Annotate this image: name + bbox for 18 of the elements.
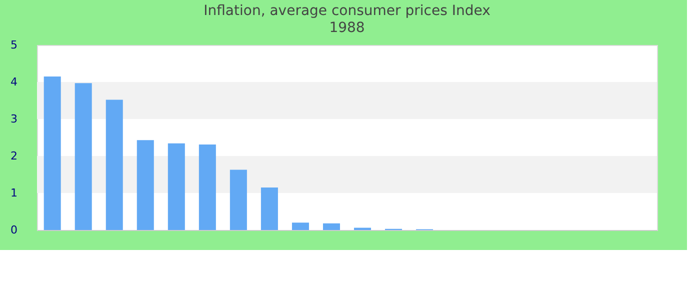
bar bbox=[292, 222, 309, 230]
chart-subtitle: 1988 bbox=[329, 20, 365, 36]
bar bbox=[106, 100, 123, 230]
y-tick-label: 5 bbox=[10, 38, 18, 52]
bar bbox=[44, 76, 61, 230]
y-tick-label: 1 bbox=[10, 186, 18, 200]
bar bbox=[136, 140, 154, 230]
bar bbox=[198, 144, 216, 230]
bar bbox=[230, 170, 247, 230]
bar bbox=[322, 223, 340, 230]
bar bbox=[168, 143, 185, 230]
y-tick-label: 4 bbox=[10, 76, 18, 88]
y-tick-label: 2 bbox=[10, 150, 18, 162]
y-tick-label: 3 bbox=[10, 112, 18, 126]
bar bbox=[260, 187, 278, 230]
y-tick-label: 0 bbox=[10, 224, 18, 236]
chart-title: Inflation, average consumer prices Index bbox=[204, 3, 490, 19]
bar bbox=[74, 83, 92, 230]
